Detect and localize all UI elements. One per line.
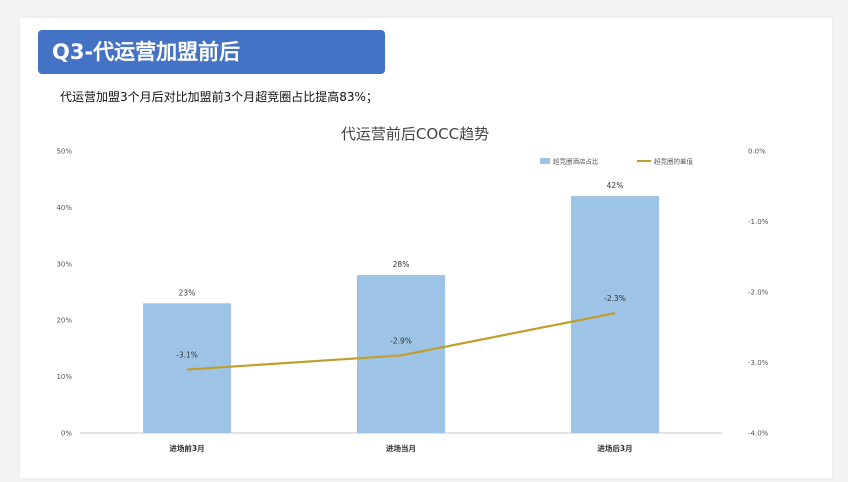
left-axis-tick-label: 50% xyxy=(56,148,72,156)
right-axis-tick-label: -2.0% xyxy=(748,289,769,297)
slide-subtitle: 代运营加盟3个月后对比加盟前3个月超竞圈占比提高83%； xyxy=(60,90,378,104)
bar-data-label: 28% xyxy=(393,260,410,269)
bar-data-label: 42% xyxy=(607,181,624,190)
bar xyxy=(571,196,659,433)
left-axis-tick-label: 30% xyxy=(56,260,72,268)
chart-title: 代运营前后COCC趋势 xyxy=(341,125,489,143)
legend-label-line: 超竞圈的差值 xyxy=(654,157,694,166)
left-axis-tick-label: 10% xyxy=(56,373,72,381)
x-axis-category-label: 进场当月 xyxy=(386,443,416,453)
x-axis-category-label: 进场前3月 xyxy=(169,443,204,453)
left-axis-tick-label: 20% xyxy=(56,317,72,325)
right-axis-tick-label: -3.0% xyxy=(748,359,769,367)
right-axis-tick-label: 0.0% xyxy=(748,148,766,156)
left-axis-tick-label: 0% xyxy=(61,430,72,438)
legend-label-bar: 超竞圈酒店占比 xyxy=(553,157,599,166)
right-axis-tick-label: -4.0% xyxy=(748,430,769,438)
right-axis-tick-label: -1.0% xyxy=(748,218,769,226)
line-data-label: -2.9% xyxy=(390,336,412,345)
left-axis-tick-label: 40% xyxy=(56,204,72,212)
slide-title: Q3-代运营加盟前后 xyxy=(38,30,385,74)
x-axis-category-label: 进场后3月 xyxy=(597,443,632,453)
bar-data-label: 23% xyxy=(179,288,196,297)
line-data-label: -3.1% xyxy=(176,351,198,360)
line-data-label: -2.3% xyxy=(604,294,626,303)
bar xyxy=(357,275,445,433)
legend-swatch-bar xyxy=(540,158,550,164)
